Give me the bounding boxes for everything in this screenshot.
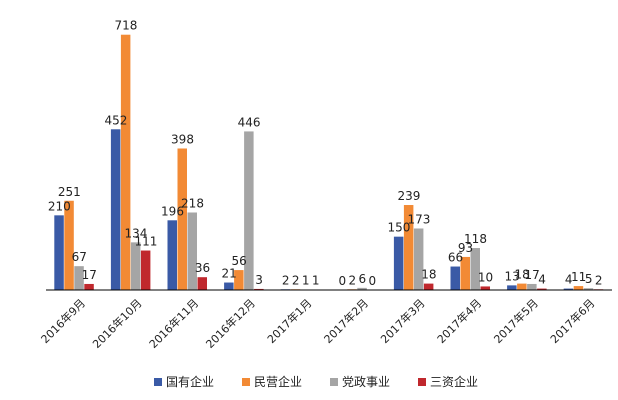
bar-3-10 <box>583 288 594 290</box>
legend-label: 民营企业 <box>254 374 302 389</box>
value-label: 18 <box>514 268 529 282</box>
value-label: 2 <box>348 273 356 287</box>
x-tick-label: 2017年2月 <box>321 296 371 346</box>
value-label: 239 <box>397 189 420 203</box>
x-tick-label: 2017年3月 <box>377 296 427 346</box>
legend-swatch <box>418 378 426 386</box>
bar-2-4 <box>234 270 244 290</box>
bar-3-1 <box>74 266 84 290</box>
bar-4-8 <box>480 286 490 290</box>
legend-swatch <box>242 378 250 386</box>
value-label: 0 <box>338 274 346 288</box>
value-label: 1 <box>312 274 320 288</box>
x-tick-label: 2017年6月 <box>547 296 597 346</box>
value-label: 446 <box>238 115 261 129</box>
bar-3-7 <box>413 228 424 290</box>
value-label: 13 <box>504 269 519 283</box>
value-label: 196 <box>161 204 184 218</box>
legend-label: 三资企业 <box>430 374 478 389</box>
value-label: 10 <box>478 270 493 284</box>
value-label: 21 <box>221 267 236 281</box>
bar-4-7 <box>423 283 434 290</box>
value-label: 173 <box>407 212 430 226</box>
bar-3-2 <box>130 242 141 290</box>
legend-label: 党政事业 <box>342 374 390 389</box>
x-tick-label: 2017年1月 <box>264 296 314 346</box>
x-tick-label: 2016年11月 <box>146 296 201 351</box>
bar-4-1 <box>84 283 94 290</box>
value-label: 218 <box>181 196 204 210</box>
legend-label: 国有企业 <box>166 374 214 389</box>
value-label: 718 <box>114 19 137 33</box>
bar-3-9 <box>527 283 537 290</box>
value-label: 18 <box>421 268 436 282</box>
x-tick-label: 2016年12月 <box>203 296 258 351</box>
bar-4-9 <box>537 288 547 290</box>
value-label: 134 <box>124 226 147 240</box>
value-label: 3 <box>255 273 263 287</box>
value-label: 66 <box>448 251 463 265</box>
bar-3-8 <box>470 248 480 290</box>
bar-1-2 <box>110 129 121 290</box>
value-label: 11 <box>571 270 586 284</box>
value-label: 2 <box>282 273 290 287</box>
bar-1-4 <box>224 282 234 290</box>
x-tick-label: 2017年5月 <box>491 296 541 346</box>
legend-swatch <box>330 378 338 386</box>
bar-2-8 <box>460 256 470 290</box>
bars-layer <box>54 34 604 290</box>
x-tick-labels: 2016年9月 2016年10月 2016年11月 2016年12月 2017年1月 20… <box>38 296 598 351</box>
value-label: 17 <box>524 268 539 282</box>
x-tick-label: 2016年9月 <box>38 296 88 346</box>
bar-1-3 <box>167 220 177 290</box>
bar-2-10 <box>573 286 584 290</box>
value-label: 210 <box>48 199 71 213</box>
bar-1-9 <box>507 285 517 290</box>
value-label: 251 <box>58 185 81 199</box>
value-label: 93 <box>458 241 473 255</box>
x-tick-label: 2017年4月 <box>434 296 484 346</box>
value-label: 398 <box>171 132 194 146</box>
bar-2-1 <box>64 200 74 290</box>
value-label: 4 <box>565 273 573 287</box>
bar-3-6 <box>357 287 367 290</box>
bar-1-1 <box>54 215 64 290</box>
bar-1-10 <box>563 288 574 290</box>
bar-4-3 <box>197 277 207 290</box>
bar-2-3 <box>177 148 187 290</box>
bar-1-7 <box>393 236 404 290</box>
bar-2-2 <box>120 34 131 290</box>
value-label: 4 <box>538 273 546 287</box>
x-tick-label: 2016年10月 <box>90 296 145 351</box>
legend-swatch <box>154 378 162 386</box>
value-label: 36 <box>195 261 210 275</box>
bar-4-2 <box>140 250 151 290</box>
bar-3-4 <box>244 131 254 290</box>
bar-4-4 <box>254 288 264 290</box>
value-label: 2 <box>595 273 603 287</box>
legend: 国有企业 民营企业 党政事业 三资企业 <box>154 374 478 389</box>
bar-2-9 <box>517 283 527 290</box>
value-label: 67 <box>72 250 87 264</box>
value-label: 0 <box>368 274 376 288</box>
value-label: 2 <box>292 273 300 287</box>
value-label: 56 <box>231 254 246 268</box>
value-label: 17 <box>82 268 97 282</box>
value-label: 150 <box>387 221 410 235</box>
bar-3-3 <box>187 212 197 290</box>
value-label: 6 <box>358 272 366 286</box>
value-label: 111 <box>134 235 157 249</box>
value-label: 118 <box>464 232 487 246</box>
bar-1-8 <box>450 266 460 290</box>
value-label: 5 <box>585 272 593 286</box>
bar-2-7 <box>403 205 414 290</box>
value-label: 1 <box>302 274 310 288</box>
value-label: 452 <box>104 113 127 127</box>
